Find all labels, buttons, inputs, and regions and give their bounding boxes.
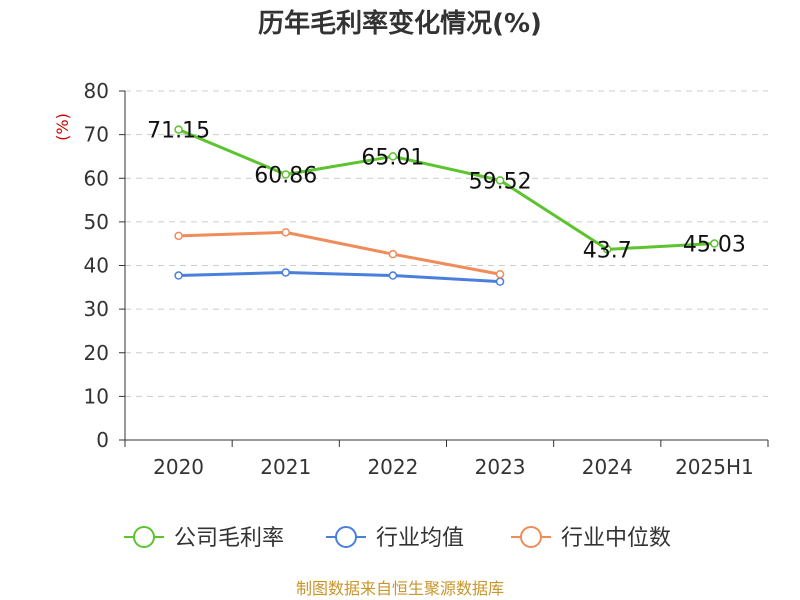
data-label: 45.03 xyxy=(683,233,746,258)
source-note: 制图数据来自恒生聚源数据库 xyxy=(296,579,504,598)
data-point xyxy=(281,170,290,179)
y-axis-unit: (%) xyxy=(53,113,72,141)
x-tick-label: 2022 xyxy=(367,455,418,479)
y-tick-label: 0 xyxy=(96,428,109,452)
series-line xyxy=(178,128,715,251)
y-tick-label: 80 xyxy=(84,79,109,103)
legend-marker xyxy=(133,526,155,548)
data-point xyxy=(281,228,290,237)
legend-label: 行业均值 xyxy=(376,526,464,551)
x-tick-label: 2023 xyxy=(475,455,526,479)
series-line xyxy=(178,270,501,284)
legend-marker xyxy=(520,526,542,548)
legend-label: 行业中位数 xyxy=(561,526,671,551)
x-tick-label: 2021 xyxy=(260,455,311,479)
grid xyxy=(125,90,768,397)
data-label: 60.86 xyxy=(254,163,317,188)
data-point xyxy=(495,176,505,185)
data-point xyxy=(174,231,183,241)
data-point xyxy=(603,245,612,254)
y-tick-label: 10 xyxy=(84,384,109,408)
y-tick-label: 20 xyxy=(84,341,109,365)
data-labels: 71.15 60.86 65.01 59.52 43.7 45.03 xyxy=(147,119,746,264)
data-label: 59.52 xyxy=(469,169,532,194)
x-tick-label: 2020 xyxy=(153,455,204,479)
data-point xyxy=(174,271,183,280)
data-point xyxy=(388,152,398,161)
axes: 0 10 20 30 40 50 60 70 80 2020 2021 2022 2023 2024 202… xyxy=(84,79,769,479)
y-tick-label: 30 xyxy=(84,297,109,321)
data-point xyxy=(388,271,398,280)
x-tick-label: 2024 xyxy=(582,455,633,479)
series xyxy=(174,125,719,286)
legend-marker xyxy=(335,526,357,548)
series-line xyxy=(178,230,501,276)
x-tick-label: 2025H1 xyxy=(675,455,754,479)
y-tick-label: 50 xyxy=(84,210,109,234)
y-tick-label: 60 xyxy=(84,166,109,190)
data-label: 65.01 xyxy=(361,145,424,170)
chart-title: 历年毛利率变化情况(%) xyxy=(258,8,542,39)
legend: 公司毛利率 行业均值 行业中位数 xyxy=(124,526,671,551)
data-point xyxy=(710,239,719,248)
y-tick-label: 70 xyxy=(84,123,109,147)
data-point xyxy=(174,125,183,134)
data-label: 71.15 xyxy=(147,119,210,144)
data-point xyxy=(495,269,505,279)
data-point xyxy=(281,268,290,277)
data-point xyxy=(495,277,505,286)
y-tick-label: 40 xyxy=(84,254,109,278)
data-point xyxy=(388,249,398,259)
data-label: 43.7 xyxy=(583,238,632,263)
legend-label: 公司毛利率 xyxy=(174,526,284,551)
